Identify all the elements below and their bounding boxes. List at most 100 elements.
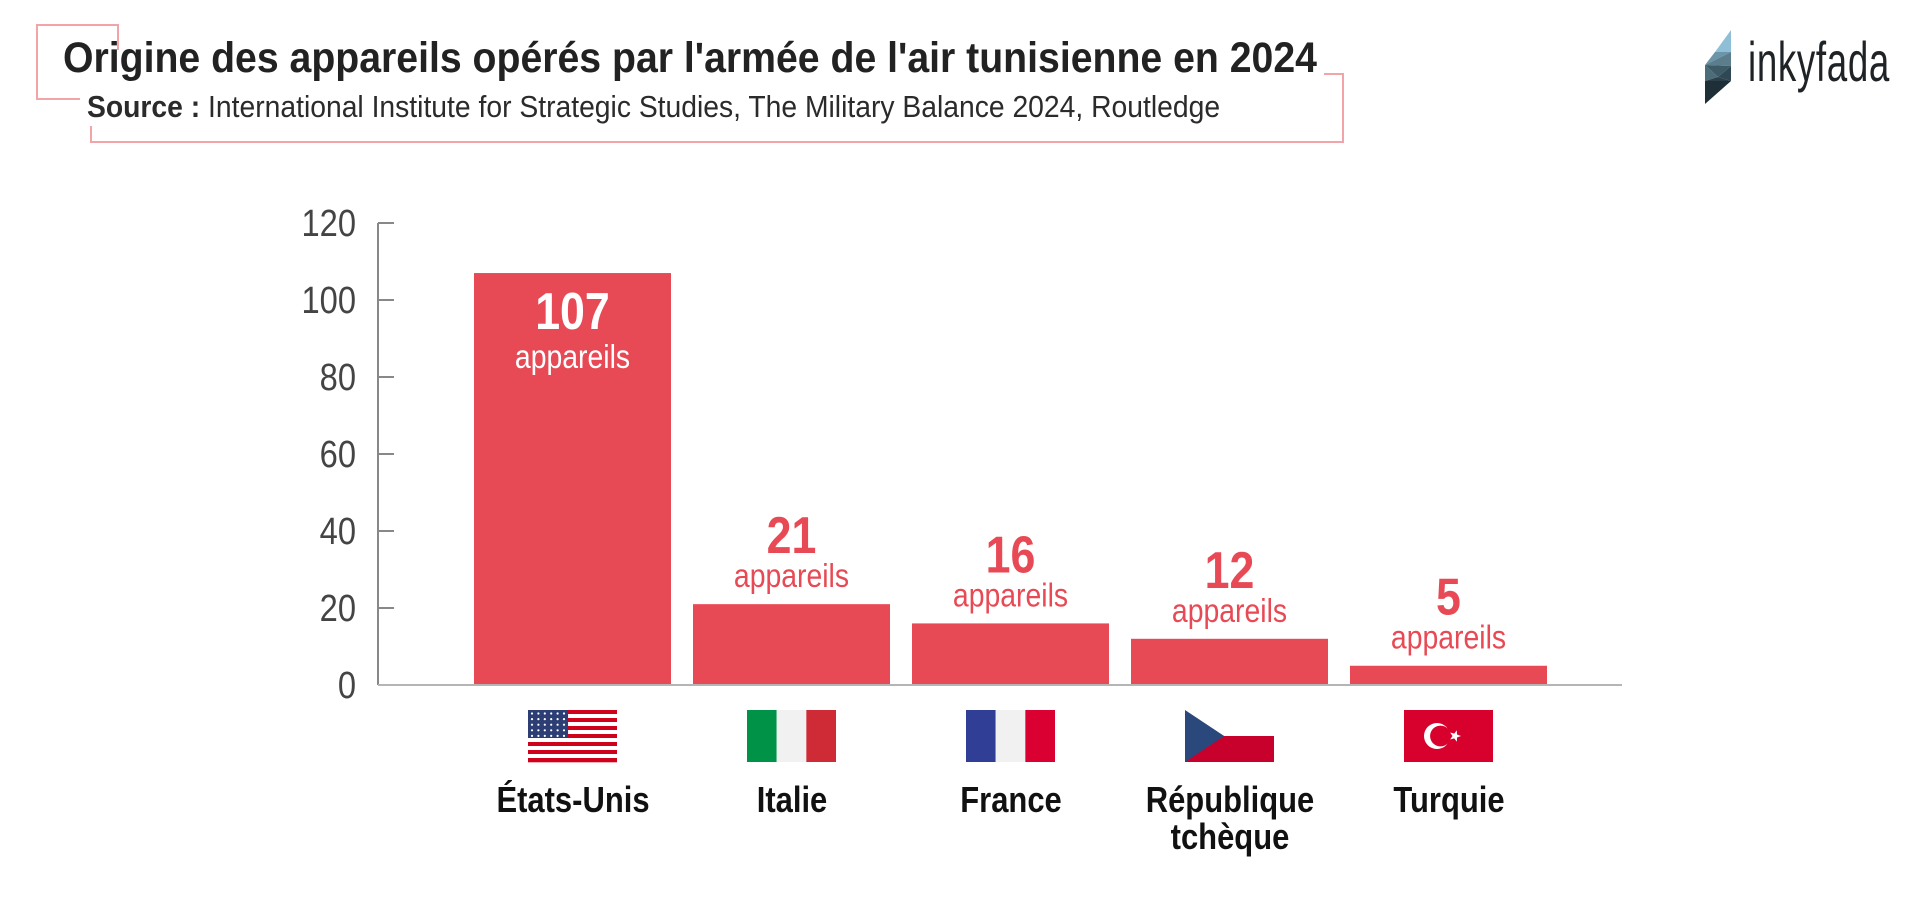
inkyfada-logo[interactable]: inkyfada xyxy=(1705,30,1905,106)
france-flag-red xyxy=(1025,710,1055,762)
y-tick-label: 0 xyxy=(338,664,356,707)
us-flag-star xyxy=(530,723,534,726)
us-flag-star xyxy=(562,734,566,738)
us-flag-stripe xyxy=(528,734,617,739)
france-flag-icon xyxy=(966,710,1055,762)
us-flag-star xyxy=(550,718,553,721)
us-flag-stripe xyxy=(528,726,617,731)
us-flag-star xyxy=(537,712,540,715)
country-label-line: République xyxy=(1145,779,1314,820)
country-label: République tchèque xyxy=(1118,781,1342,855)
title-bracket-bottom xyxy=(36,98,80,100)
country-label-line: Italie xyxy=(756,779,827,820)
us-flag-icon xyxy=(528,710,617,763)
country-label-line: États-Unis xyxy=(495,779,650,820)
value-unit-label: appareils xyxy=(1391,619,1506,657)
italy-flag-red xyxy=(806,710,836,762)
y-tick-label: 20 xyxy=(320,587,356,630)
title-bracket-inner-right xyxy=(117,24,119,50)
us-flag-star xyxy=(562,729,566,732)
us-flag-star xyxy=(530,734,534,738)
country-label: France xyxy=(899,781,1123,818)
us-flag-stripe xyxy=(528,714,617,719)
y-tick-label: 100 xyxy=(301,279,356,322)
us-flag-stripe xyxy=(528,742,617,747)
italy-flag-white xyxy=(776,710,807,762)
y-axis: 0 20 40 60 80 100 120 xyxy=(301,202,394,707)
source-bracket-left xyxy=(90,126,92,143)
bar-1 xyxy=(693,604,890,685)
chart-source: Source : International Institute for Str… xyxy=(87,90,1329,124)
turkey-flag-icon xyxy=(1404,710,1493,762)
country-label-line: tchèque xyxy=(1170,816,1289,857)
us-flag-stripe xyxy=(528,754,617,759)
us-flag-stripe xyxy=(528,718,617,723)
us-flag-star xyxy=(562,718,566,721)
country-label-line: Turquie xyxy=(1392,779,1505,820)
us-flag-star xyxy=(550,712,553,715)
us-flag-star xyxy=(556,718,559,721)
title-bracket-top xyxy=(36,24,119,26)
france-flag-white xyxy=(995,710,1026,762)
value-label: 5 xyxy=(1436,569,1461,627)
us-flag-star xyxy=(543,723,546,726)
y-tick-label: 60 xyxy=(320,433,356,476)
inkyfada-crystal-logo-icon xyxy=(1705,30,1731,104)
us-flag-stripe xyxy=(528,722,617,727)
country-label: Turquie xyxy=(1337,781,1561,818)
us-flag-star xyxy=(537,734,540,738)
us-flag-star xyxy=(556,723,559,726)
chart-title: Origine des appareils opérés par l'armée… xyxy=(63,35,1439,81)
us-flag-stripe xyxy=(528,750,617,755)
us-flag-star xyxy=(543,718,546,721)
us-flag-star xyxy=(530,718,534,721)
italy-flag-green xyxy=(747,710,777,762)
title-bracket-right-top xyxy=(1324,73,1344,75)
title-bracket-left xyxy=(36,24,38,100)
us-flag-star xyxy=(543,729,546,732)
bar-0 xyxy=(474,273,671,685)
us-flag-star xyxy=(530,712,534,715)
source-value: International Institute for Strategic St… xyxy=(208,89,1221,124)
us-flag-star xyxy=(556,712,559,715)
us-flag-canton xyxy=(528,710,569,738)
us-flag-star xyxy=(562,712,566,715)
value-unit-label: appareils xyxy=(953,576,1068,614)
us-flag-star xyxy=(543,712,546,715)
y-tick-label: 80 xyxy=(320,356,356,399)
value-label: 107 xyxy=(535,283,610,341)
turkey-flag-crescent-inner xyxy=(1430,725,1451,747)
us-flag-stripe xyxy=(528,746,617,751)
us-flag-star xyxy=(556,729,559,732)
flags-group xyxy=(528,710,1493,763)
value-unit-label: appareils xyxy=(1172,592,1287,630)
bar-3 xyxy=(1131,638,1328,685)
us-flag-stripe xyxy=(528,738,617,743)
us-flag-star xyxy=(562,723,566,726)
us-flag-star xyxy=(550,723,553,726)
value-label: 12 xyxy=(1205,542,1255,600)
us-flag-star xyxy=(537,718,540,721)
country-label: États-Unis xyxy=(461,781,685,818)
us-flag-star xyxy=(537,723,540,726)
france-flag-blue xyxy=(966,710,996,762)
us-flag-stripe xyxy=(528,758,617,763)
us-flag-star xyxy=(537,729,540,732)
czech-flag-icon xyxy=(1185,710,1274,762)
turkey-flag-star xyxy=(1450,730,1461,742)
logo-text: inkyfada xyxy=(1748,30,1891,93)
source-label: Source : xyxy=(87,89,201,124)
value-unit-label: appareils xyxy=(734,557,849,595)
us-flag-star xyxy=(556,734,559,738)
us-flag-star xyxy=(530,729,534,732)
italy-flag-icon xyxy=(747,710,836,762)
source-bracket-bottom xyxy=(90,141,1344,143)
bar-4 xyxy=(1350,665,1547,685)
bars-group xyxy=(474,273,1547,685)
source-bracket-right xyxy=(1342,73,1344,143)
us-flag-stripe xyxy=(528,710,617,715)
chart-title-text: Origine des appareils opérés par l'armée… xyxy=(63,34,1317,82)
us-flag-stripe xyxy=(528,730,617,735)
